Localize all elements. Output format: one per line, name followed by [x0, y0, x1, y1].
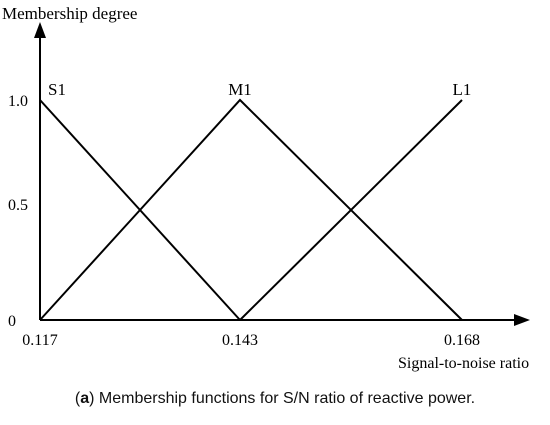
x-tick-label-1: 0.143 [222, 332, 258, 349]
x-axis-arrow [514, 314, 530, 326]
y-tick-label-0: 0 [8, 313, 16, 330]
membership-chart: Membership degree Signal-to-noise ratio … [2, 4, 530, 372]
x-axis-label: Signal-to-noise ratio [398, 355, 529, 372]
series-label-l1: L1 [453, 80, 472, 99]
caption-text: Membership functions for S/N ratio of re… [94, 390, 476, 407]
y-axis-label: Membership degree [2, 4, 137, 23]
x-tick-label-2: 0.168 [444, 332, 480, 349]
x-tick-label-0: 0.117 [22, 332, 57, 349]
y-axis-arrow [34, 22, 46, 38]
series-label-m1: M1 [228, 80, 252, 99]
series-label-s1: S1 [48, 80, 66, 99]
series-line-m1 [39, 98, 463, 321]
series-layer [39, 98, 463, 321]
y-tick-label-2: 1.0 [8, 93, 28, 110]
y-tick-label-1: 0.5 [8, 197, 28, 214]
caption-label: a [80, 390, 90, 407]
figure-caption: (a) Membership functions for S/N ratio o… [74, 390, 476, 407]
series-line-l1 [239, 99, 463, 321]
